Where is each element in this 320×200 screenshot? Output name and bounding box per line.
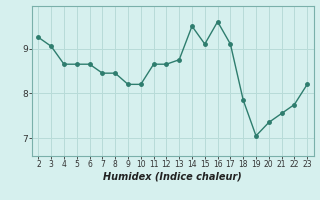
- X-axis label: Humidex (Indice chaleur): Humidex (Indice chaleur): [103, 172, 242, 182]
